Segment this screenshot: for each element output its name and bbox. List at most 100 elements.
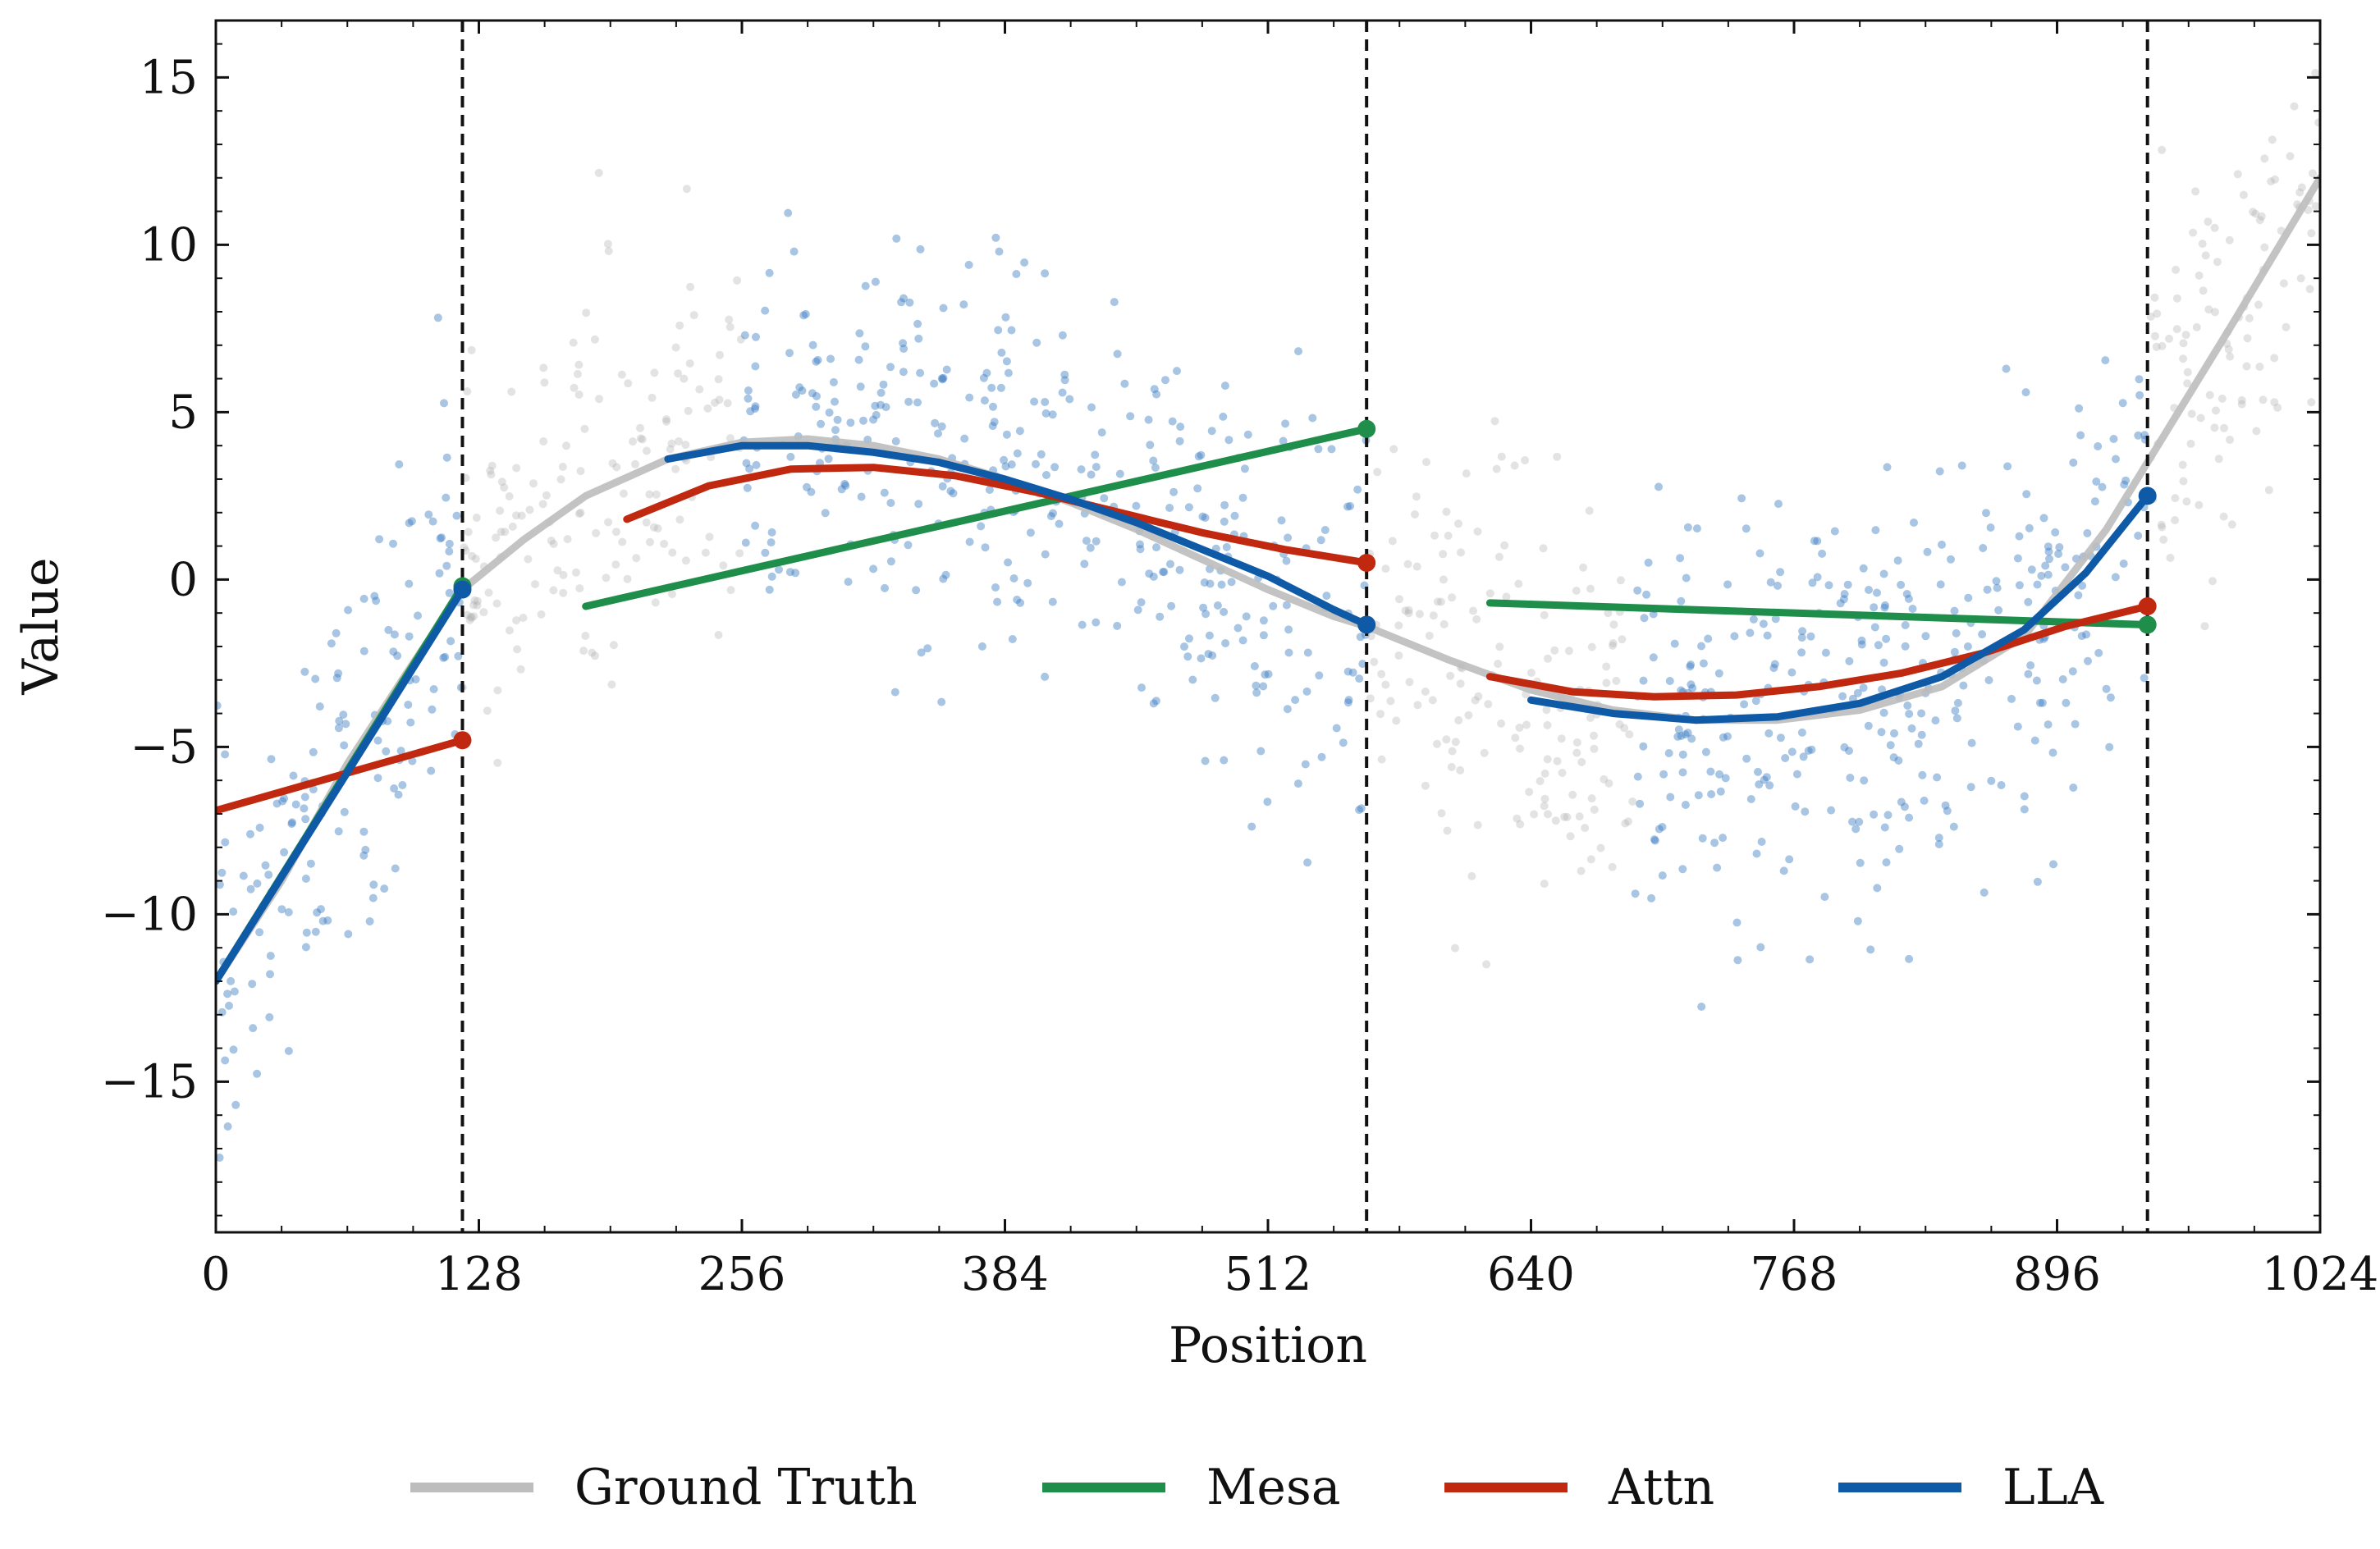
lla-endpoint-marker <box>2138 487 2157 505</box>
context-point <box>1904 594 1913 603</box>
sample-point <box>2199 286 2208 295</box>
sample-point <box>542 491 551 500</box>
context-point <box>890 688 899 697</box>
context-point <box>1681 801 1690 809</box>
context-point <box>1156 612 1165 621</box>
context-point <box>1670 639 1679 648</box>
sample-point <box>735 549 744 558</box>
sample-point <box>1457 548 1465 557</box>
sample-point <box>519 614 528 622</box>
context-point <box>442 493 451 502</box>
sample-point <box>2182 497 2191 506</box>
sample-point <box>559 570 568 579</box>
context-point <box>2134 532 2143 540</box>
sample-point <box>1377 755 1386 764</box>
sample-point <box>652 490 661 499</box>
sample-point <box>716 350 724 359</box>
sample-point <box>1620 724 1629 733</box>
context-point <box>406 718 415 727</box>
sample-point <box>1553 756 1562 765</box>
context-point <box>1015 427 1024 436</box>
context-point <box>2119 560 2128 568</box>
context-point <box>1686 662 1695 671</box>
context-point <box>1966 783 1975 792</box>
sample-point <box>649 523 658 532</box>
sample-point <box>496 506 505 515</box>
context-point <box>765 585 774 594</box>
sample-point <box>2260 154 2269 163</box>
sample-point <box>1604 779 1613 788</box>
context-point <box>288 818 296 827</box>
sample-point <box>1516 820 1525 829</box>
sample-point <box>2252 427 2261 436</box>
sample-point <box>1404 609 1413 618</box>
sample-point <box>1377 669 1386 679</box>
context-point <box>2055 543 2064 551</box>
x-tick-label: 0 <box>201 1248 231 1301</box>
context-point <box>931 418 940 427</box>
lla-endpoint-marker <box>1357 615 1376 634</box>
context-point <box>1243 430 1252 439</box>
sample-point <box>2255 363 2264 371</box>
context-point <box>2102 684 2111 693</box>
sample-point <box>1526 669 1536 677</box>
context-point <box>1082 537 1091 546</box>
sample-point <box>661 415 671 424</box>
sample-point <box>2200 622 2209 631</box>
context-point <box>2015 581 2024 590</box>
context-point <box>1078 620 1087 629</box>
context-point <box>341 720 350 729</box>
context-point <box>977 522 986 531</box>
context-point <box>1687 734 1696 743</box>
sample-point <box>1596 843 1605 852</box>
context-point <box>1878 685 1886 694</box>
context-point <box>1763 631 1772 640</box>
context-point <box>1222 542 1231 551</box>
sample-point <box>500 483 509 492</box>
sample-point <box>675 515 684 524</box>
context-point <box>2013 554 2022 563</box>
sample-point <box>1590 805 1599 814</box>
context-point <box>382 747 391 756</box>
sample-point <box>2286 152 2295 161</box>
sample-point <box>2158 523 2167 532</box>
context-point <box>1151 464 1160 472</box>
sample-point <box>636 434 645 443</box>
context-point <box>253 879 262 888</box>
context-point <box>761 306 770 315</box>
sample-point <box>1474 692 1483 701</box>
sample-point <box>2210 223 2219 232</box>
context-point <box>1830 527 1839 536</box>
sample-point <box>2311 202 2320 211</box>
sample-point <box>602 573 611 583</box>
context-point <box>395 460 404 468</box>
context-point <box>1840 743 1849 752</box>
context-point <box>1992 577 2001 586</box>
context-point <box>301 815 310 824</box>
sample-point <box>2282 322 2291 331</box>
sample-point <box>1550 646 1559 655</box>
context-point <box>439 653 448 662</box>
sample-point <box>2260 243 2269 252</box>
context-point <box>311 927 320 936</box>
x-tick-label: 896 <box>2013 1248 2101 1301</box>
context-point <box>1877 728 1886 737</box>
sample-point <box>2245 313 2254 322</box>
context-point <box>1658 823 1667 831</box>
sample-point <box>2264 486 2273 495</box>
sample-point <box>517 511 526 520</box>
context-point <box>799 311 808 320</box>
context-point <box>2084 656 2092 665</box>
context-point <box>1889 753 1898 762</box>
sample-point <box>1412 562 1421 571</box>
context-point <box>965 537 974 546</box>
sample-point <box>1439 575 1448 584</box>
sample-point <box>619 489 628 498</box>
sample-point <box>2157 520 2166 529</box>
context-point <box>1943 806 1952 816</box>
context-point <box>1681 730 1690 739</box>
sample-point <box>580 424 589 433</box>
sample-point <box>493 758 502 767</box>
y-tick-label: 0 <box>168 553 198 606</box>
context-point <box>1742 524 1751 533</box>
